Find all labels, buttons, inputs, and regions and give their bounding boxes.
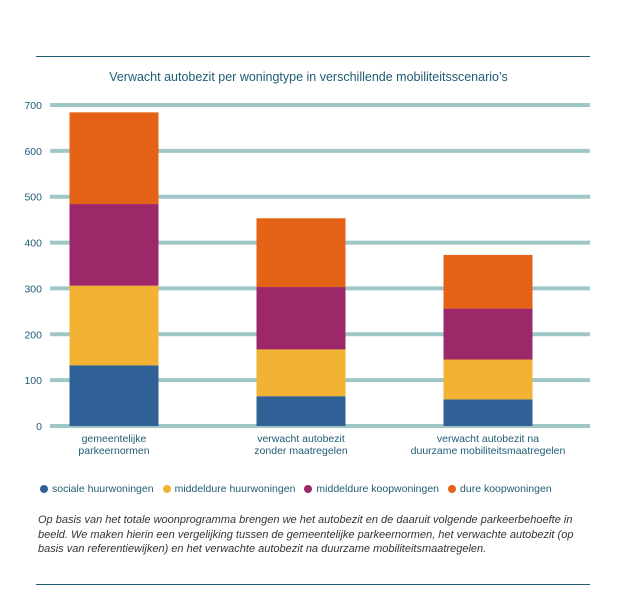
legend-item: middeldure huurwoningen	[162, 483, 296, 495]
bar-segment	[443, 254, 533, 309]
legend-label: dure koopwoningen	[460, 483, 552, 495]
bar-segment	[69, 285, 159, 366]
legend-swatch	[448, 484, 457, 493]
x-category-label: duurzame mobiliteitsmaatregelen	[411, 445, 566, 457]
stacked-bar-chart: 0 100 200 300 400 500 600 700 gemeentelijkeparke…	[24, 100, 590, 457]
y-tick-label: 200	[24, 329, 42, 341]
y-tick-label: 400	[24, 238, 42, 250]
y-tick-label: 500	[24, 192, 42, 204]
bar-segment	[69, 204, 159, 286]
legend-item: sociale huurwoningen	[40, 483, 154, 495]
y-tick-label: 0	[36, 421, 42, 433]
top-rule	[36, 56, 590, 57]
bar-segment	[69, 365, 159, 426]
legend-swatch	[304, 484, 313, 493]
x-category-label: verwacht autobezit na	[437, 433, 539, 445]
bar-segment	[256, 287, 346, 350]
bottom-rule	[36, 584, 590, 585]
bar-segment	[443, 308, 533, 360]
bar-segment	[443, 399, 533, 426]
legend-label: middeldure huurwoningen	[174, 483, 296, 495]
legend-label: sociale huurwoningen	[52, 483, 154, 495]
legend-item: dure koopwoningen	[448, 483, 552, 495]
y-tick-label: 700	[24, 100, 42, 112]
bar-segment	[256, 218, 346, 288]
bar-segment	[256, 396, 346, 426]
y-tick-label: 300	[24, 283, 42, 295]
legend-swatch	[162, 484, 171, 493]
legend: sociale huurwoningen middeldure huurwonin…	[40, 483, 600, 495]
chart-title: Verwacht autobezit per woningtype in ver…	[109, 70, 508, 84]
x-category-label: gemeentelijke	[82, 433, 147, 445]
caption: Op basis van het totale woonprogramma br…	[38, 514, 574, 555]
x-category-label: zonder maatregelen	[254, 445, 348, 457]
bar-segment	[256, 349, 346, 397]
legend-label: middeldure koopwoningen	[316, 483, 440, 495]
y-tick-label: 100	[24, 375, 42, 387]
x-category-label: parkeernormen	[78, 445, 149, 457]
y-tick-label: 600	[24, 146, 42, 158]
bar-segment	[69, 112, 159, 205]
bar-segment	[443, 359, 533, 400]
legend-swatch	[40, 484, 48, 493]
x-category-label: verwacht autobezit	[257, 433, 345, 445]
legend-item: middeldure koopwoningen	[304, 483, 439, 495]
